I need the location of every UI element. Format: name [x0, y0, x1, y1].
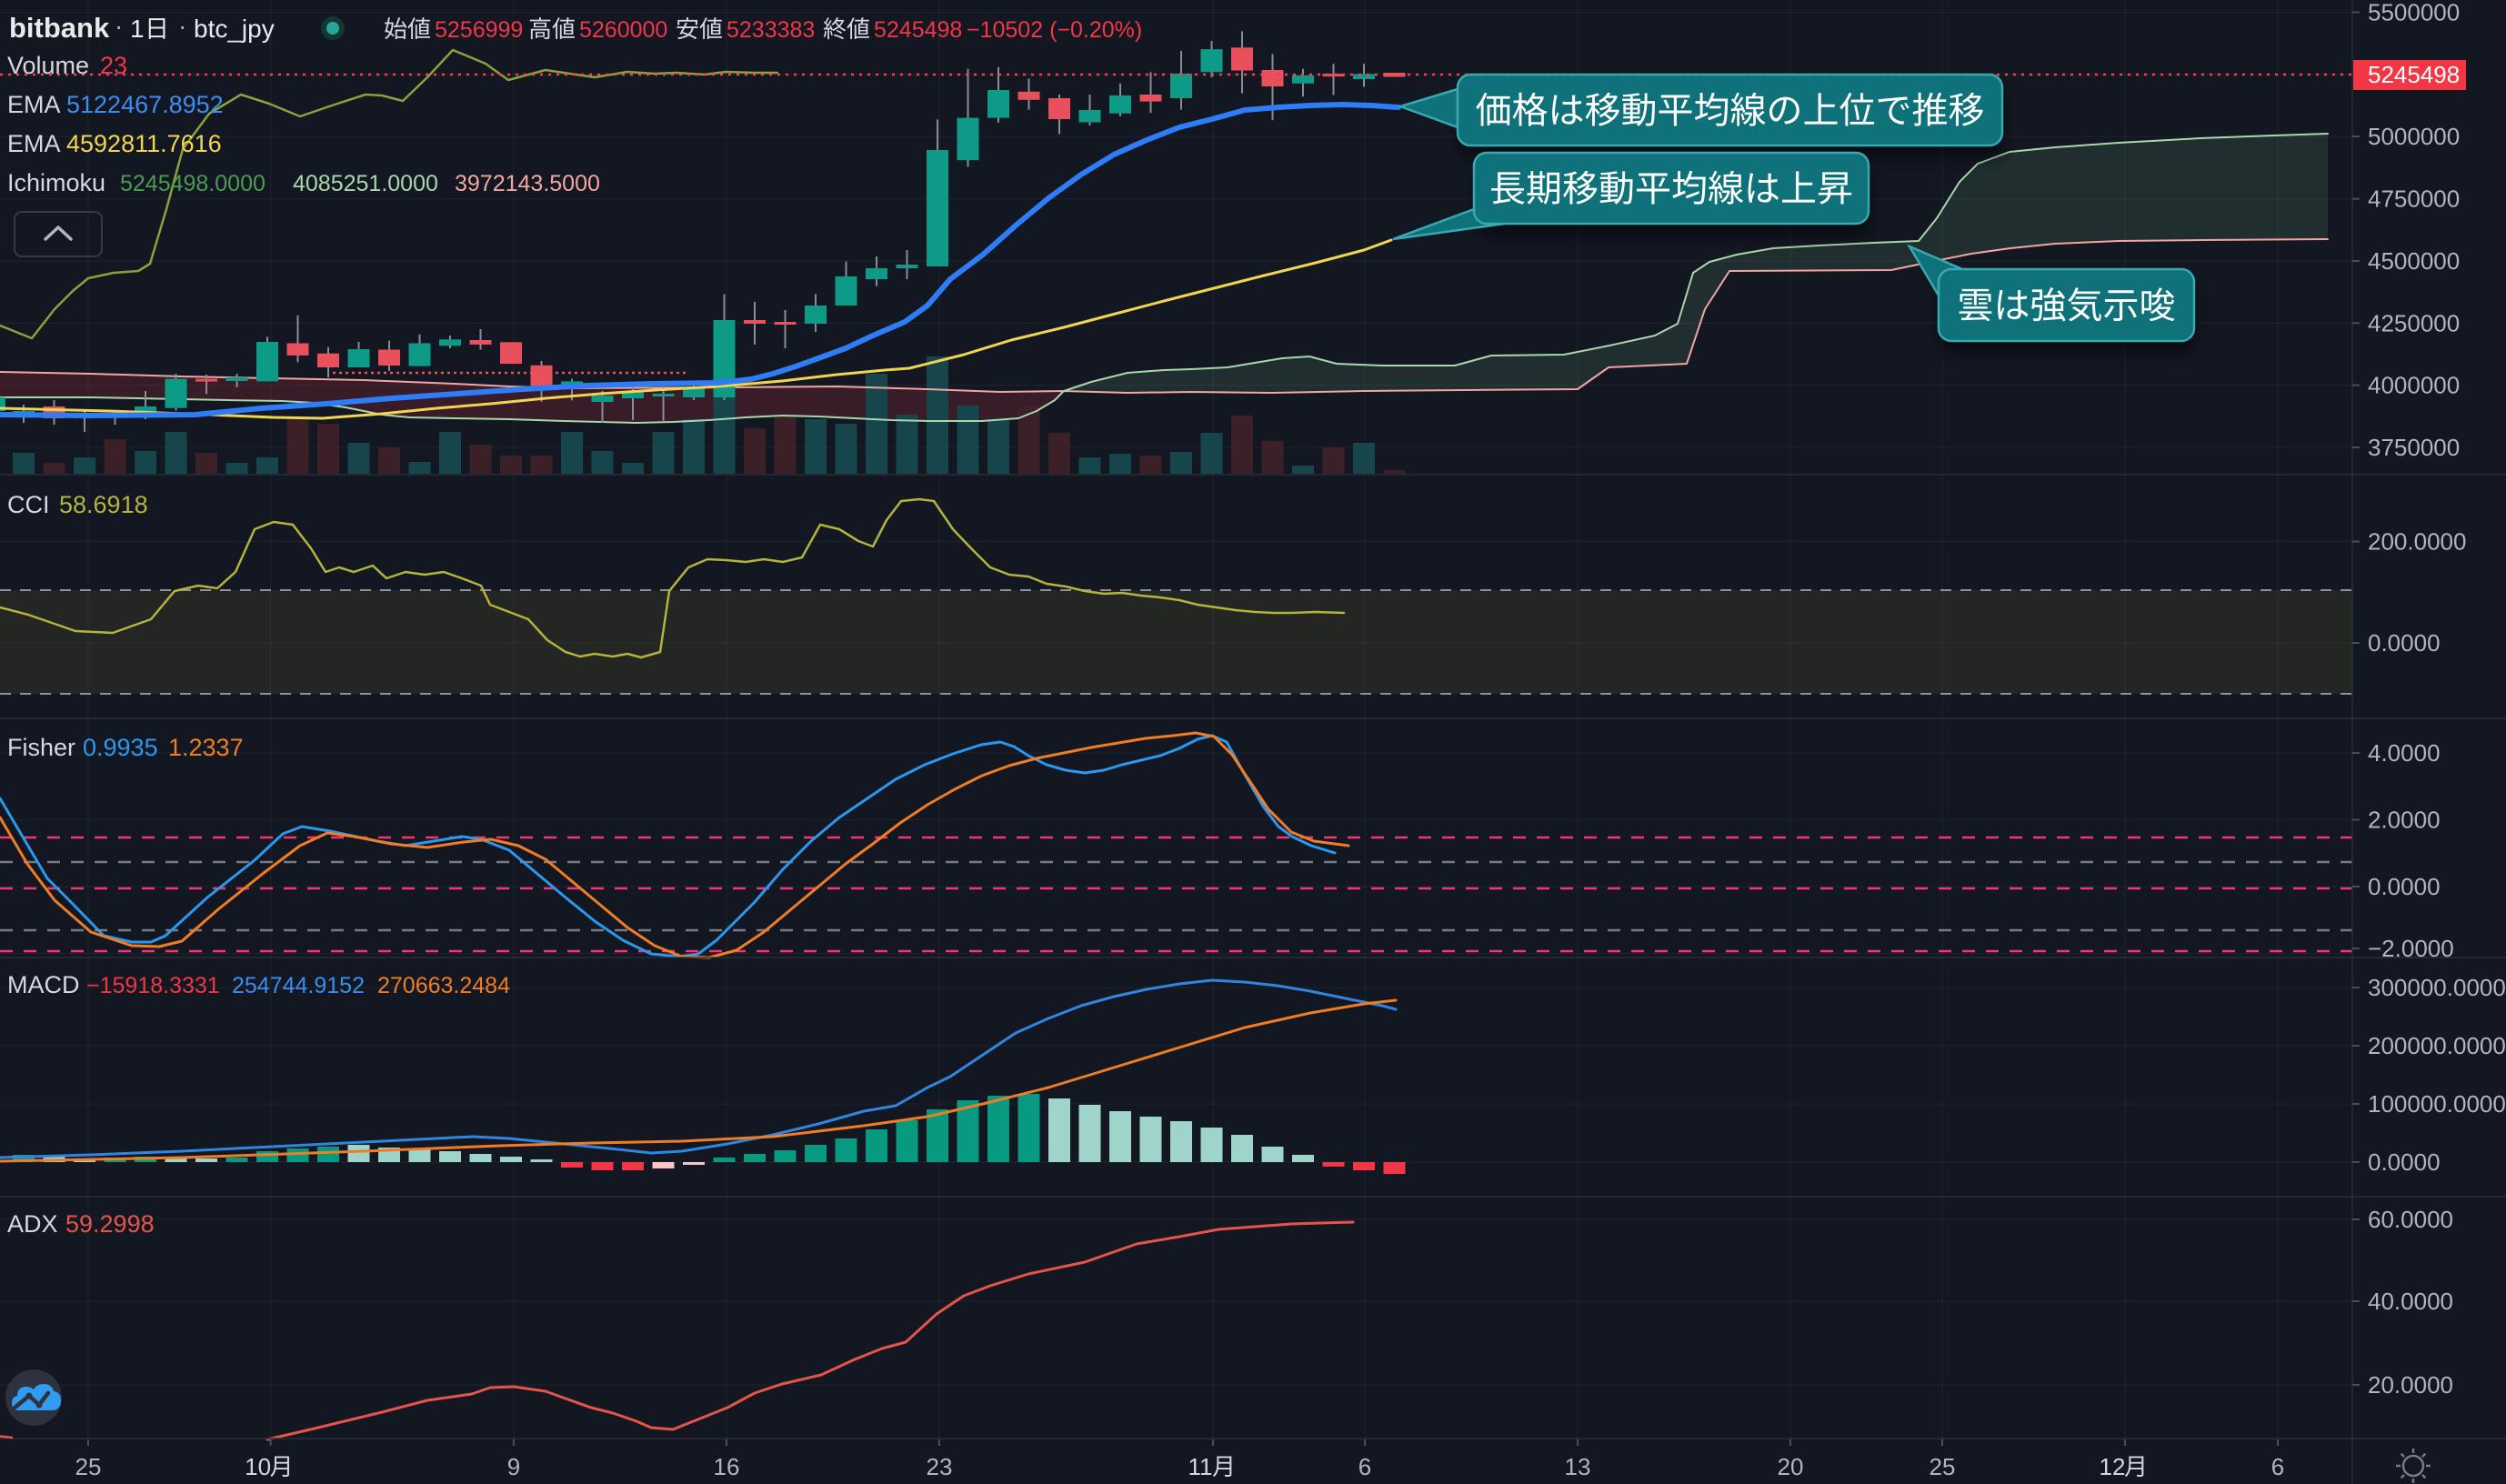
svg-text:ADX: ADX — [7, 1210, 58, 1238]
svg-text:11: 11 — [1188, 1453, 1213, 1480]
svg-text:·: · — [115, 12, 123, 40]
svg-text:300000.0000: 300000.0000 — [2368, 974, 2506, 1001]
svg-text:5260000: 5260000 — [579, 17, 667, 43]
svg-text:40.0000: 40.0000 — [2368, 1288, 2453, 1315]
svg-text:59.2998: 59.2998 — [65, 1210, 155, 1238]
svg-text:0.0000: 0.0000 — [2368, 629, 2441, 657]
svg-text:23: 23 — [100, 52, 127, 79]
svg-text:2.0000: 2.0000 — [2368, 807, 2441, 834]
svg-text:4250000: 4250000 — [2368, 309, 2460, 336]
svg-text:3972143.5000: 3972143.5000 — [455, 171, 600, 196]
svg-text:20: 20 — [1778, 1453, 1804, 1480]
svg-text:5233383: 5233383 — [727, 17, 815, 43]
svg-text:200.0000: 200.0000 — [2368, 528, 2466, 556]
svg-text:5122467.8952: 5122467.8952 — [66, 91, 224, 118]
svg-text:60.0000: 60.0000 — [2368, 1206, 2453, 1233]
svg-text:5256999: 5256999 — [435, 17, 523, 43]
svg-text:0.0000: 0.0000 — [2368, 1148, 2441, 1176]
svg-text:13: 13 — [1565, 1453, 1591, 1480]
svg-text:6: 6 — [2271, 1453, 2284, 1480]
svg-text:25: 25 — [1930, 1453, 1956, 1480]
svg-text:btc_jpy: btc_jpy — [194, 15, 275, 43]
svg-text:4085251.0000: 4085251.0000 — [293, 171, 438, 196]
svg-text:·: · — [178, 12, 186, 40]
svg-text:10: 10 — [245, 1453, 271, 1480]
svg-text:5245498: 5245498 — [874, 17, 962, 43]
svg-text:6: 6 — [1358, 1453, 1371, 1480]
svg-text:16: 16 — [714, 1453, 740, 1480]
svg-text:0.9935: 0.9935 — [83, 734, 158, 761]
svg-text:Volume: Volume — [7, 52, 89, 79]
svg-text:5000000: 5000000 — [2368, 123, 2460, 150]
svg-text:−2.0000: −2.0000 — [2368, 935, 2454, 962]
svg-text:EMA: EMA — [7, 130, 61, 157]
svg-text:4750000: 4750000 — [2368, 186, 2460, 213]
svg-text:Ichimoku: Ichimoku — [7, 169, 105, 196]
svg-text:23: 23 — [927, 1453, 953, 1480]
svg-text:100000.0000: 100000.0000 — [2368, 1090, 2506, 1118]
svg-text:1.2337: 1.2337 — [168, 734, 244, 761]
svg-text:5500000: 5500000 — [2368, 0, 2460, 26]
svg-text:1: 1 — [130, 15, 145, 43]
svg-text:12: 12 — [2100, 1453, 2126, 1480]
svg-text:5245498.0000: 5245498.0000 — [120, 171, 266, 196]
svg-text:EMA: EMA — [7, 91, 61, 118]
svg-text:3750000: 3750000 — [2368, 434, 2460, 461]
svg-text:0.0000: 0.0000 — [2368, 873, 2441, 900]
svg-text:−10502 (−0.20%): −10502 (−0.20%) — [967, 17, 1142, 43]
svg-text:20.0000: 20.0000 — [2368, 1371, 2453, 1399]
svg-text:4000000: 4000000 — [2368, 372, 2460, 399]
svg-text:58.6918: 58.6918 — [59, 491, 148, 518]
svg-text:200000.0000: 200000.0000 — [2368, 1032, 2506, 1059]
svg-text:MACD: MACD — [7, 971, 80, 998]
svg-text:bitbank: bitbank — [9, 12, 110, 44]
svg-text:4.0000: 4.0000 — [2368, 739, 2441, 767]
svg-text:Fisher: Fisher — [7, 734, 75, 761]
svg-text:25: 25 — [75, 1453, 102, 1480]
svg-text:9: 9 — [507, 1453, 520, 1480]
svg-text:270663.2484: 270663.2484 — [377, 973, 510, 998]
svg-text:CCI: CCI — [7, 491, 50, 518]
svg-text:−15918.3331: −15918.3331 — [86, 973, 220, 998]
svg-text:4592811.7616: 4592811.7616 — [66, 130, 222, 157]
svg-text:5245498: 5245498 — [2368, 61, 2460, 88]
svg-text:254744.9152: 254744.9152 — [232, 973, 365, 998]
svg-text:4500000: 4500000 — [2368, 247, 2460, 275]
